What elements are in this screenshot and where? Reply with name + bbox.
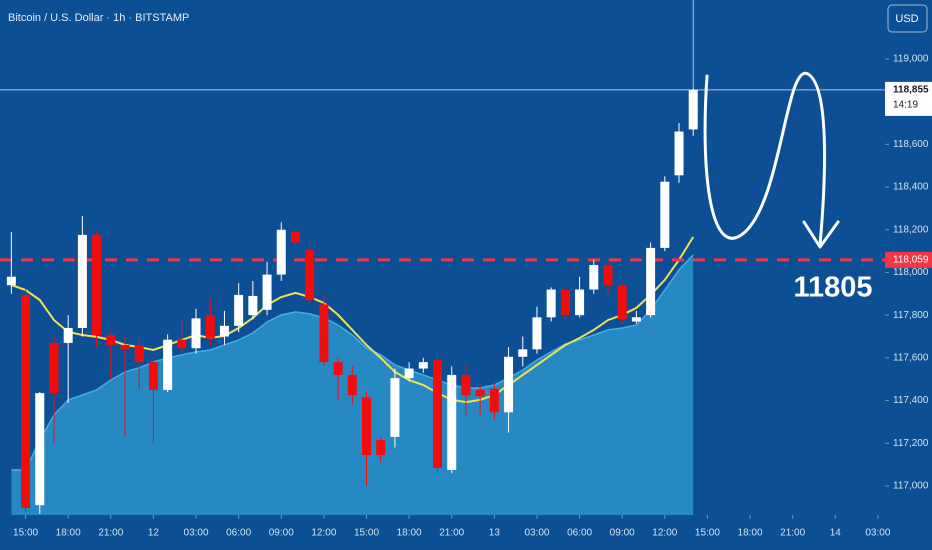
x-tick-label: 15:00 [354,528,379,539]
candle-body [447,374,457,470]
y-tick-label: 118,000 [893,267,929,278]
candle-body [63,327,73,343]
y-tick-label: 118,600 [893,139,929,150]
candle-body [191,318,201,349]
candle-body [646,247,656,316]
x-tick-label: 12 [148,528,160,539]
annotation: 11805 [793,272,872,304]
candle-body [575,289,585,316]
x-tick-label: 21:00 [98,528,123,539]
y-tick-label: 119,000 [893,54,929,65]
x-tick-label: 18:00 [56,528,81,539]
level-label-box [885,251,932,268]
price-label: 118,855 [893,85,929,96]
candle-body [319,304,329,363]
candle-body [404,368,414,379]
x-tick-label: 21:00 [439,528,464,539]
candle-body [248,295,258,316]
candle-body [92,234,102,336]
price-label-box [885,81,932,116]
y-tick-label: 118,200 [893,224,929,235]
axis-layer: 117,000 117,200 117,400 117,600 117,800 118,0… [13,54,932,539]
candle-body [163,339,173,390]
drawn-arrow [703,71,827,247]
candle-body [134,345,144,363]
candle-body [305,250,315,301]
candle-body [347,374,357,396]
candle-body [489,388,499,413]
x-tick-label: 15:00 [695,528,720,539]
candle-body [433,359,443,468]
candle-body [504,356,514,413]
candle-body [276,229,286,275]
level-label: 118,059 [893,254,929,265]
x-tick-label: 21:00 [780,528,805,539]
currency-button[interactable] [887,4,928,33]
candle-body [518,349,528,357]
candle-body [21,294,31,508]
candle-body [376,440,386,456]
candle-body [362,397,372,456]
candle-body [390,378,400,437]
candle-body [688,89,698,130]
x-tick-label: 06:00 [226,528,251,539]
candle-body [205,315,215,339]
y-tick-label: 117,400 [893,395,929,406]
candle-body [219,325,229,337]
x-tick-label: 09:00 [269,528,294,539]
candle-body [603,264,613,286]
candle-body [262,274,272,310]
candle-body [617,285,627,320]
currency-label[interactable]: USD [895,13,918,25]
candle-body [475,389,485,397]
candle-body [418,362,428,369]
candle-body [6,276,16,286]
candle-body [120,345,130,350]
candle-body [177,339,187,349]
x-tick-label: 03:00 [524,528,549,539]
candle-body [589,264,599,290]
candle-body [148,362,158,390]
x-tick-label: 03:00 [865,528,890,539]
x-tick-label: 03:00 [184,528,209,539]
price-countdown: 14:19 [893,100,918,111]
x-tick-label: 13 [489,528,501,539]
candles-layer [6,88,698,514]
candle-body [49,342,59,394]
y-tick-label: 117,800 [893,310,929,321]
candle-body [35,393,45,506]
candle-body [234,294,244,326]
x-tick-label: 12:00 [311,528,336,539]
candle-body [461,374,471,396]
x-tick-label: 15:00 [13,528,38,539]
x-tick-label: 18:00 [397,528,422,539]
candle-body [532,317,542,350]
y-tick-label: 118,400 [893,182,929,193]
x-tick-label: 09:00 [610,528,635,539]
chart-title: Bitcoin / U.S. Dollar · 1h · BITSTAMP [8,12,189,24]
candle-body [77,234,87,328]
candle-body [560,289,570,316]
candle-body [660,181,670,248]
x-tick-label: 12:00 [652,528,677,539]
x-tick-label: 06:00 [567,528,592,539]
candle-body [674,131,684,176]
y-tick-label: 117,600 [893,352,929,363]
candle-body [631,317,641,322]
y-tick-label: 117,200 [893,438,929,449]
x-tick-label: 14 [830,528,842,539]
arrow-head [802,220,840,249]
candle-body [106,335,116,346]
candle-body [546,289,556,318]
x-tick-label: 18:00 [738,528,763,539]
y-tick-label: 117,000 [893,481,929,492]
candle-body [290,231,300,243]
candle-body [333,362,343,375]
